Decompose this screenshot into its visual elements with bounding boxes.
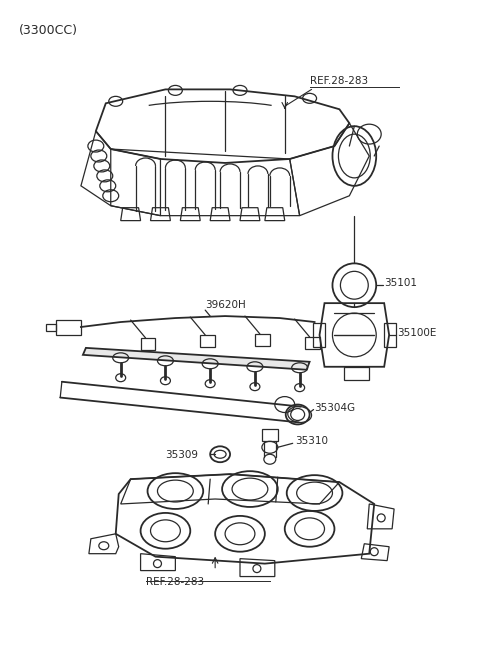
- Text: 35309: 35309: [166, 450, 198, 460]
- Text: 35304G: 35304G: [314, 403, 356, 413]
- Polygon shape: [83, 348, 310, 370]
- Text: REF.28-283: REF.28-283: [310, 77, 368, 86]
- Text: 39620H: 39620H: [205, 300, 246, 310]
- Text: 35310: 35310: [295, 436, 328, 446]
- Text: 35100E: 35100E: [397, 328, 436, 338]
- Text: REF.28-283: REF.28-283: [145, 576, 204, 586]
- Text: (3300CC): (3300CC): [19, 24, 78, 37]
- Text: 35101: 35101: [384, 278, 417, 288]
